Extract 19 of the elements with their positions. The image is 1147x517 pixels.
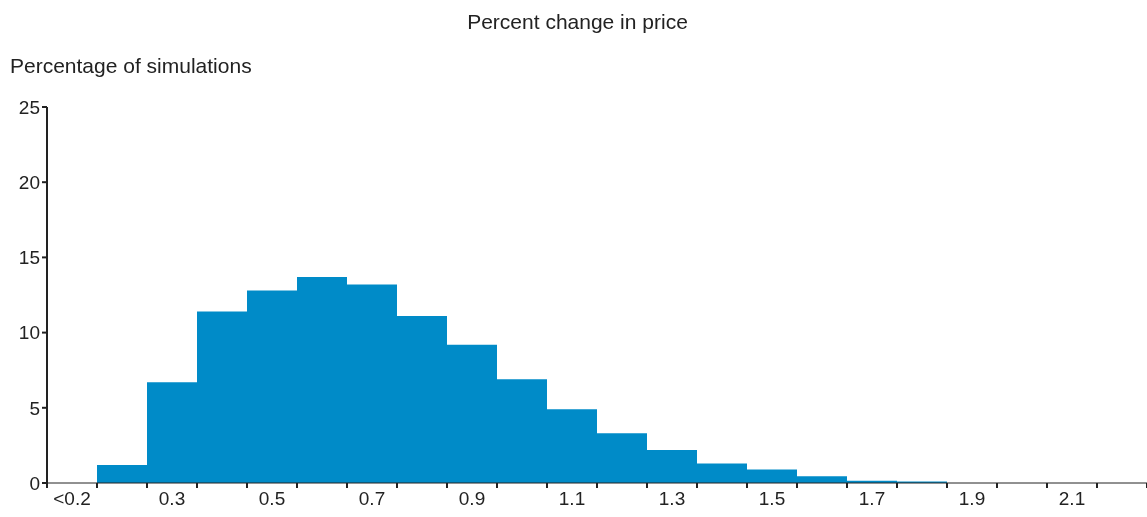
y-axis-title: Percentage of simulations (10, 54, 252, 78)
x-tick-label: 0.7 (358, 488, 386, 509)
y-tick-label: 25 (18, 96, 40, 118)
x-tick-label: 0.5 (258, 488, 286, 509)
x-tick-label: 0.3 (158, 488, 186, 509)
y-tick-label: 10 (18, 322, 40, 344)
y-tick-label: 0 (29, 472, 40, 494)
y-tick-label: 20 (18, 171, 40, 193)
x-tick-label: 1.7 (858, 488, 886, 509)
x-tick-label: 0.9 (458, 488, 486, 509)
x-tick-label: 1.9 (958, 488, 986, 509)
x-tick-label: 1.3 (658, 488, 686, 509)
x-tick-label: 1.5 (758, 488, 786, 509)
x-tick-label: 2.1 (1058, 488, 1086, 509)
chart-title: Percent change in price (466, 10, 689, 34)
x-tick-label: 1.1 (558, 488, 586, 509)
y-tick-label: 5 (29, 397, 40, 419)
x-tick-label: <0.2 (53, 488, 91, 509)
y-tick-label: 15 (18, 247, 40, 269)
